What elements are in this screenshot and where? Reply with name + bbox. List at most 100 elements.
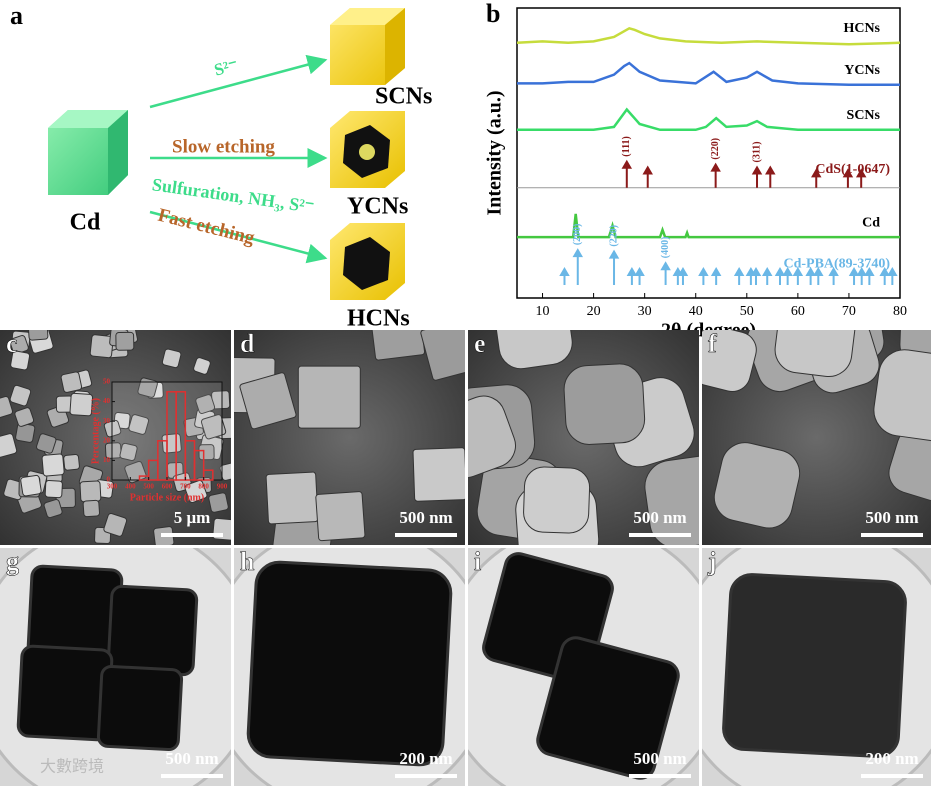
ref-arrow — [642, 165, 653, 188]
particle — [774, 330, 857, 378]
series-label: Cd — [862, 215, 880, 230]
x-tick-label: 400 — [125, 483, 136, 491]
ref-arrow — [745, 267, 757, 285]
particle — [523, 466, 591, 534]
micrograph: g 500 nm — [0, 547, 231, 786]
x-tick-label: 30 — [638, 304, 652, 319]
micrograph: j 200 nm — [702, 547, 931, 786]
particle — [20, 474, 42, 497]
panel-label: d — [240, 329, 255, 358]
xrd-chart: b10203040506070802θ (degree)Intensity (a… — [484, 0, 907, 342]
particle — [44, 480, 63, 499]
ref-arrow — [828, 267, 839, 285]
y-tick-label: 0 — [107, 476, 111, 484]
ref-arrow — [710, 267, 722, 285]
reference-label: Cd-PBA(89-3740) — [783, 256, 890, 271]
x-tick-label: 700 — [180, 483, 191, 491]
ref-arrow — [842, 168, 854, 188]
panel-label: a — [10, 1, 23, 30]
series-label: YCNs — [844, 63, 880, 78]
ref-arrow — [621, 159, 633, 188]
ref-arrow — [750, 267, 762, 285]
panel-label: g — [6, 547, 19, 576]
particle — [79, 480, 102, 503]
peak-label: (220) — [608, 225, 619, 247]
ref-arrow — [698, 267, 709, 285]
particle — [239, 372, 297, 430]
product-label: HCNs — [347, 306, 410, 332]
x-tick-label: 70 — [842, 304, 856, 319]
xrd-line — [517, 61, 900, 87]
particle — [89, 334, 114, 359]
y-tick-label: 50 — [103, 378, 111, 386]
image-content — [234, 548, 465, 786]
scale-label: 500 nm — [633, 508, 686, 527]
ref-arrow — [765, 165, 776, 188]
particle — [27, 330, 49, 341]
image-content — [468, 330, 699, 545]
particle — [412, 447, 465, 502]
y-axis-title: Percentage (%) — [90, 398, 101, 464]
ycn-cube — [330, 111, 405, 188]
ref-arrow — [855, 168, 867, 188]
x-tick-label: 20 — [587, 304, 601, 319]
particle — [722, 573, 907, 758]
particle — [10, 350, 31, 371]
micrograph: e 500 nm — [468, 329, 699, 545]
image-content — [0, 548, 231, 786]
scale-label: 200 nm — [399, 749, 452, 768]
arrow-label: Slow etching — [172, 136, 275, 157]
reference-label: CdS(1-0647) — [815, 162, 890, 177]
particle — [198, 444, 215, 461]
peak-label: (220) — [710, 138, 721, 160]
y-tick-label: 10 — [103, 456, 111, 464]
x-tick-label: 600 — [162, 483, 173, 491]
particle — [115, 331, 135, 351]
particle — [82, 499, 101, 518]
panel-label: h — [240, 547, 255, 576]
scn-cube — [330, 8, 405, 85]
x-tick-label: 800 — [198, 483, 209, 491]
panel-label: e — [474, 329, 486, 358]
ref-arrow — [733, 267, 745, 285]
micrograph: h 200 nm — [234, 547, 465, 786]
particle — [713, 442, 801, 529]
particle — [69, 392, 94, 417]
image-content — [702, 548, 931, 786]
scale-label: 5 μm — [174, 508, 211, 527]
particle — [193, 357, 211, 375]
micrograph: f 500 nm — [702, 329, 931, 545]
product-label: YCNs — [347, 194, 408, 220]
particle — [888, 426, 931, 502]
image-bg — [0, 330, 231, 545]
particle — [246, 560, 453, 767]
particle — [494, 330, 573, 370]
ref-arrow — [887, 267, 898, 285]
particle — [14, 407, 35, 427]
x-tick-label: 300 — [107, 483, 118, 491]
particle — [60, 371, 83, 393]
particle — [15, 422, 36, 443]
particle — [873, 349, 931, 442]
ref-arrow — [782, 267, 793, 285]
x-axis-title: Particle size (nm) — [130, 492, 204, 503]
hcn-cube — [330, 223, 405, 300]
particle — [103, 513, 128, 537]
panel-label: f — [708, 329, 717, 358]
particle — [0, 433, 18, 458]
xrd-line — [517, 213, 900, 239]
ref-arrow — [672, 267, 684, 285]
plot-frame — [516, 7, 901, 299]
particle — [212, 517, 231, 541]
particle — [219, 462, 231, 481]
ref-arrow — [761, 267, 773, 285]
y-axis-title: Intensity (a.u.) — [484, 90, 506, 215]
y-tick-label: 30 — [103, 417, 111, 425]
particle — [0, 395, 13, 419]
inset-chart: 300 400 500 600 700 800 900 0 10 20 30 40 50 Particle… — [90, 378, 227, 504]
hist-bar — [175, 391, 187, 481]
cube-side — [108, 110, 128, 195]
cube-top — [48, 110, 128, 128]
particle — [208, 492, 229, 513]
y-tick-label: 40 — [103, 397, 111, 405]
